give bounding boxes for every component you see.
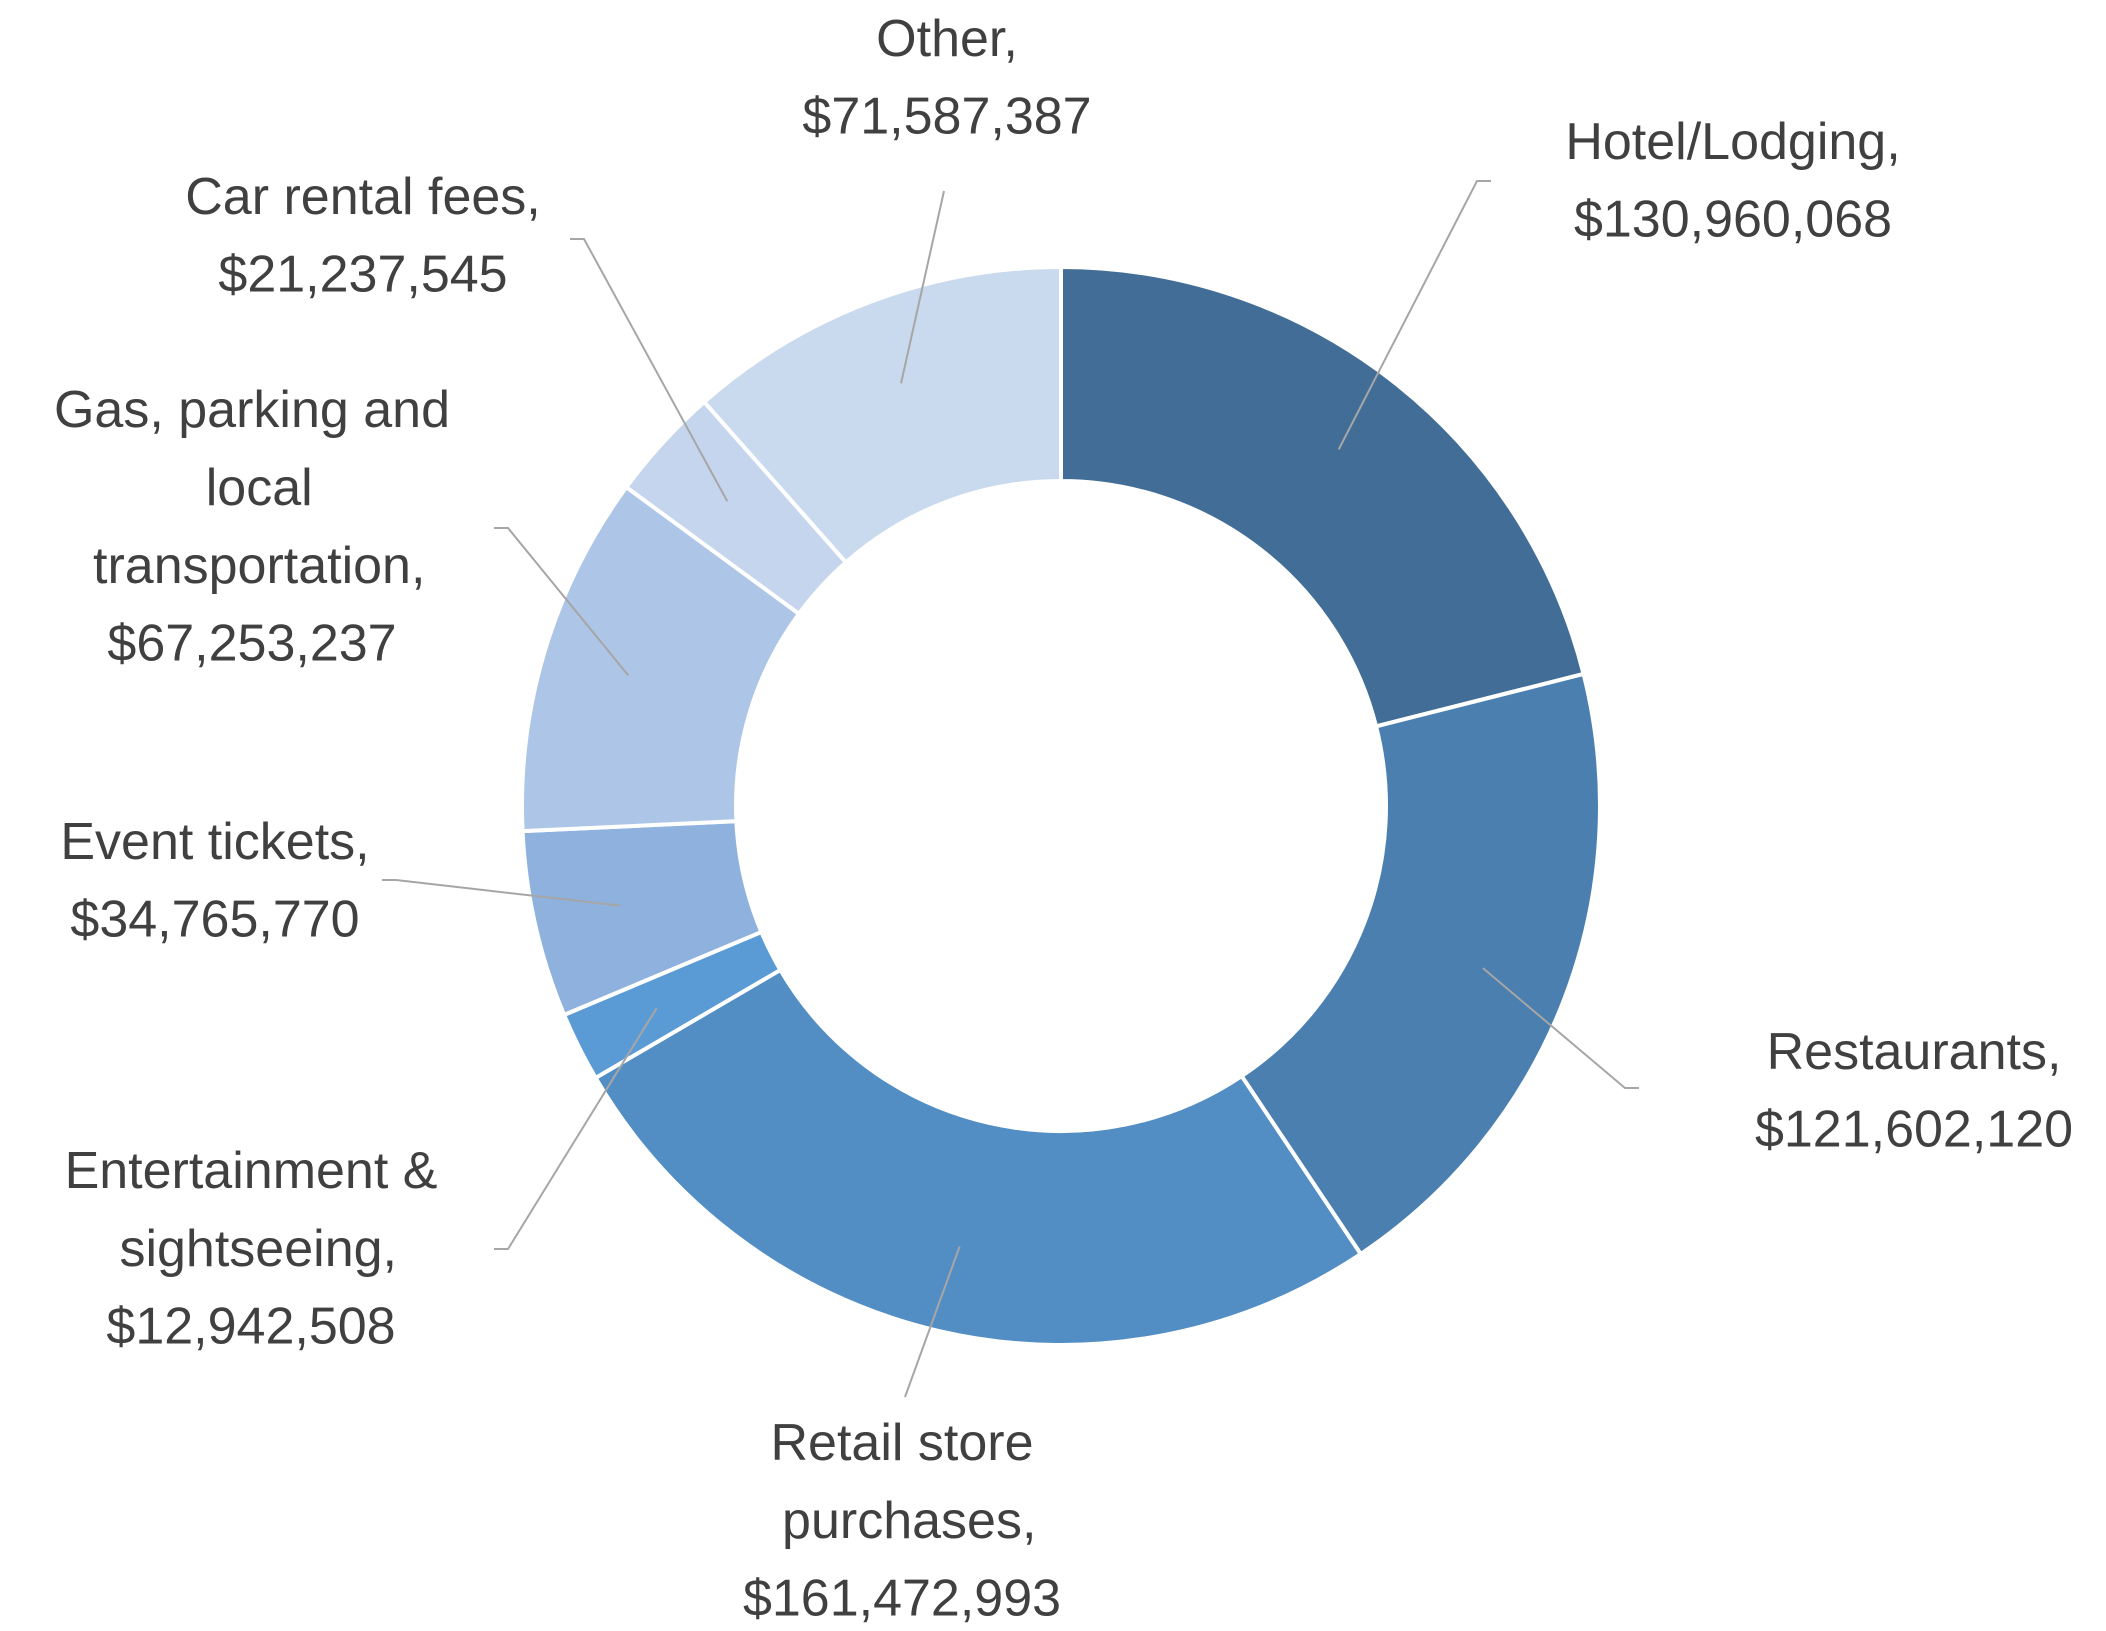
- value-label: $71,587,387: [802, 88, 1091, 146]
- donut-slice: [1238, 671, 1602, 1257]
- category-label: Restaurants,: [1767, 1023, 2062, 1081]
- donut-slice: [592, 967, 1364, 1347]
- value-label: $161,472,993: [743, 1570, 1061, 1628]
- value-label: $67,253,237: [107, 615, 396, 673]
- category-label: Retail store purchases,: [768, 1414, 1037, 1550]
- category-label: Gas, parking and local transportation,: [54, 381, 450, 595]
- value-label: $21,237,545: [218, 246, 507, 304]
- category-label: Entertainment & sightseeing,: [65, 1142, 438, 1278]
- category-label: Other,: [876, 10, 1018, 68]
- value-label: $12,942,508: [106, 1298, 395, 1356]
- value-label: $34,765,770: [70, 891, 359, 949]
- donut-slice: [1059, 264, 1587, 729]
- leader-line: [382, 879, 621, 907]
- leader-line: [570, 238, 729, 502]
- leader-line: [900, 190, 945, 384]
- category-label: Hotel/Lodging,: [1565, 113, 1900, 171]
- leader-line: [494, 527, 630, 677]
- donut-slice: [701, 264, 1063, 566]
- leader-line: [1482, 967, 1639, 1089]
- category-label: Event tickets,: [60, 813, 369, 871]
- leader-line: [1337, 180, 1491, 450]
- leader-line: [904, 1246, 961, 1398]
- leader-line: [494, 1007, 658, 1250]
- category-label: Car rental fees,: [185, 168, 541, 226]
- value-label: $121,602,120: [1755, 1101, 2073, 1159]
- value-label: $130,960,068: [1574, 191, 1892, 249]
